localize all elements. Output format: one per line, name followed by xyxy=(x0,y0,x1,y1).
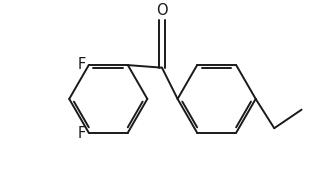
Text: F: F xyxy=(78,126,86,141)
Text: F: F xyxy=(78,57,86,72)
Text: O: O xyxy=(156,3,168,18)
